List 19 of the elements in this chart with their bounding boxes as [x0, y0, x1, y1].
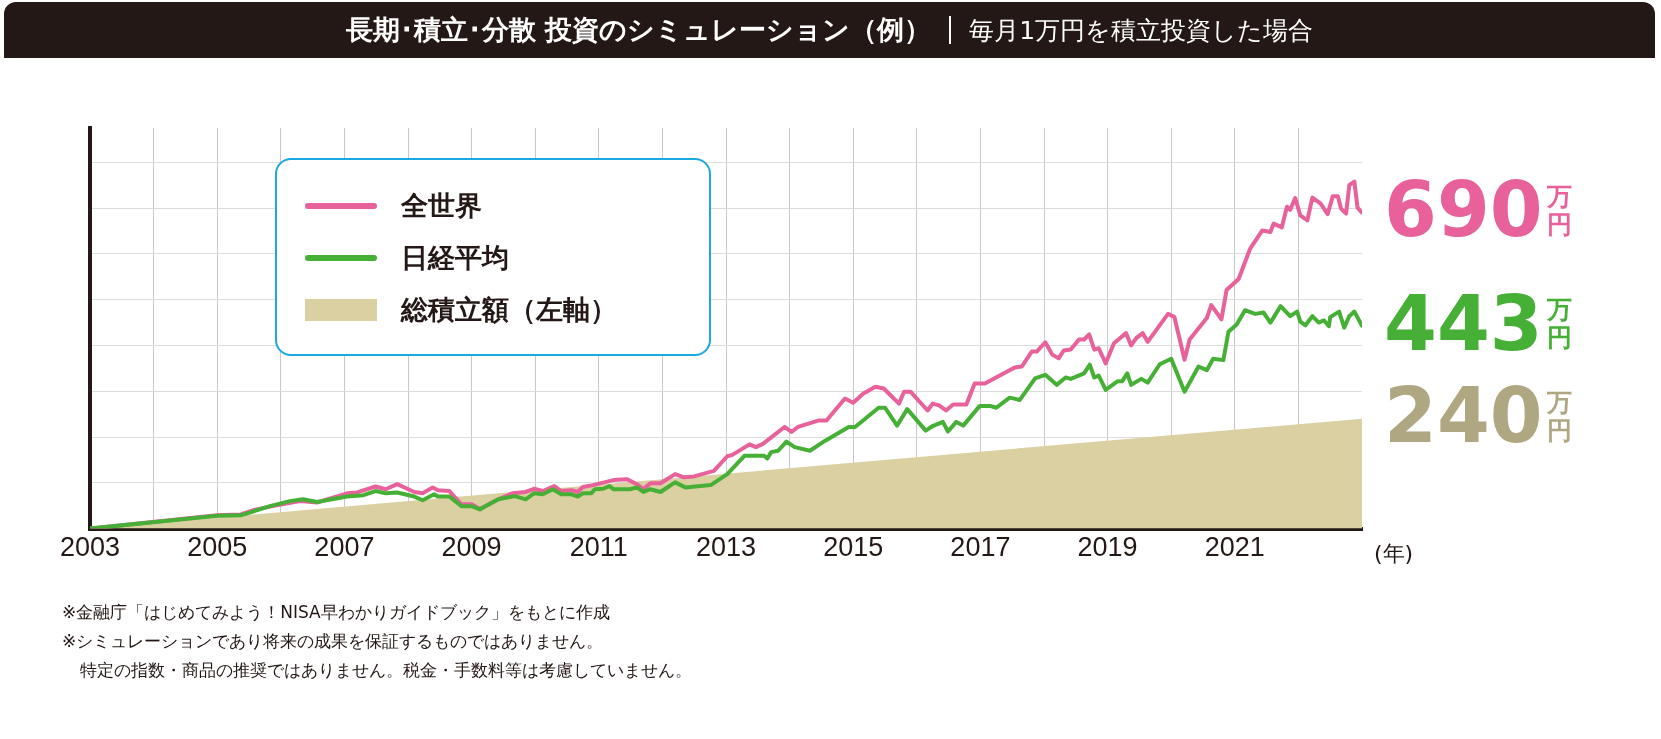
x-tick-label: 2011 — [569, 532, 628, 563]
x-tick-label: 2015 — [823, 532, 884, 563]
legend-label: 日経平均 — [401, 241, 509, 275]
x-tick-label: 2007 — [314, 532, 375, 563]
x-tick-label: 2021 — [1204, 532, 1265, 563]
x-axis-title: (年) — [1374, 541, 1414, 567]
x-tick-label: 2013 — [695, 532, 757, 563]
legend-label: 総積立額（左軸） — [401, 293, 617, 327]
chart-subtitle: 毎月1万円を積立投資した場合 — [969, 14, 1314, 47]
x-tick-label: 2019 — [1077, 532, 1138, 563]
text: ※シミュレーションであり将来の成果を保証するものではありません。 — [62, 630, 605, 653]
chart-title: 長期･積立･分散 投資のシミュレーション（例） — [345, 13, 932, 47]
text: 特定の指数・商品の推奨ではありません。税金・手数料等は考慮していません。 — [79, 659, 692, 682]
x-tick-label: 2017 — [950, 532, 1011, 563]
x-tick-label: 2005 — [187, 532, 248, 563]
x-tick-label: 2003 — [59, 532, 121, 563]
x-tick-label: 2009 — [441, 532, 502, 563]
text: ※金融庁「はじめてみよう！NISA早わかりガイドブック」をもとに作成 — [62, 601, 611, 624]
legend-label: 全世界 — [401, 189, 482, 223]
